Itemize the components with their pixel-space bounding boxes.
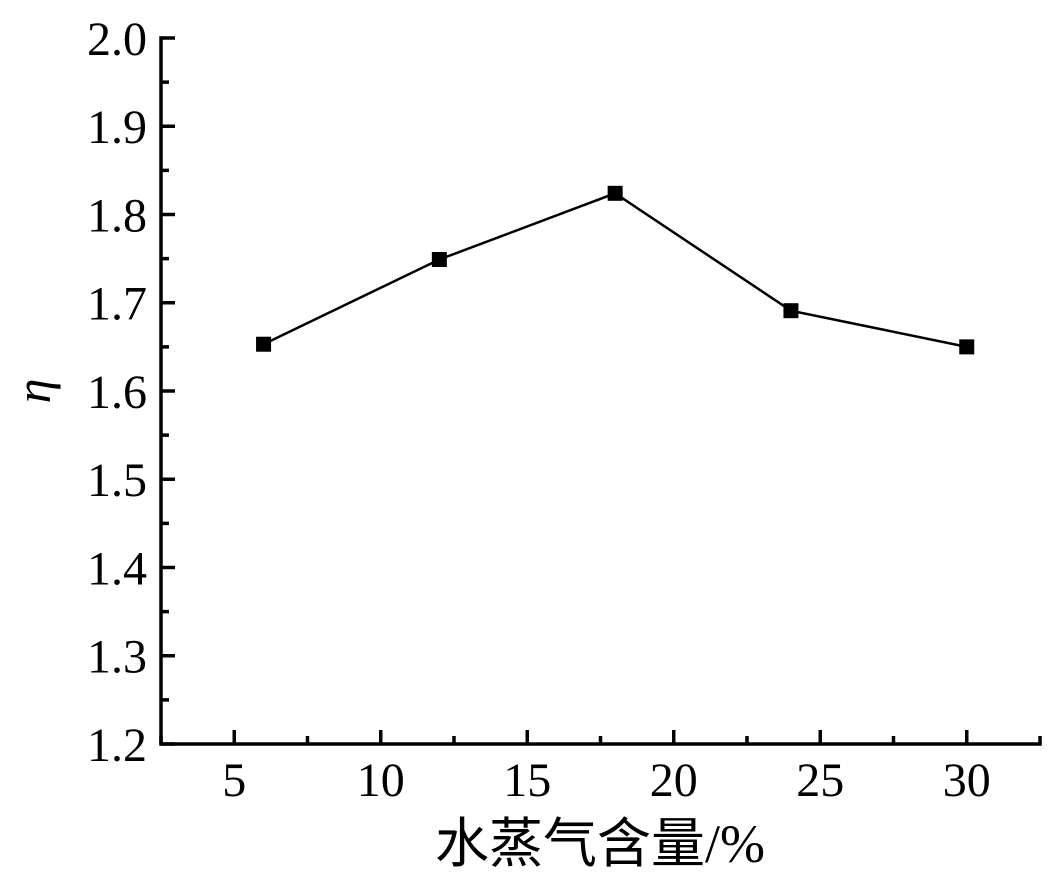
y-tick-label-1.7: 1.7 [87,278,147,331]
data-point-x18 [607,185,623,201]
y-tick-label-1.9: 1.9 [87,101,147,154]
data-point-x30 [959,339,975,355]
axis-spines [159,36,1042,746]
y-axis-title: η [5,379,61,404]
x-tick-label-20: 20 [650,754,698,807]
y-tick-label-1.8: 1.8 [87,189,147,242]
y-tick-label-1.4: 1.4 [87,542,147,595]
data-point-x6 [256,336,272,352]
data-point-x24 [783,303,799,319]
data-series-layer [256,185,975,355]
y-tick-label-1.2: 1.2 [87,719,147,772]
y-tick-label-1.3: 1.3 [87,631,147,684]
x-axis-title: 水蒸气含量/% [435,814,765,874]
axes-layer: 5 10 15 20 25 30 1.2 1.3 1.4 1.5 1.6 1.7 1.8 1.9 2.0 [87,13,1042,807]
x-tick-label-5: 5 [222,754,246,807]
x-tick-label-10: 10 [357,754,405,807]
y-tick-label-1.5: 1.5 [87,454,147,507]
y-tick-label-2: 2.0 [87,13,147,66]
x-tick-label-25: 25 [796,754,844,807]
x-tick-label-15: 15 [503,754,551,807]
x-tick-label-30: 30 [943,754,991,807]
y-tick-label-1.6: 1.6 [87,366,147,419]
data-point-x12 [431,252,447,268]
series-line-eta-vs-steam-content [263,191,968,349]
